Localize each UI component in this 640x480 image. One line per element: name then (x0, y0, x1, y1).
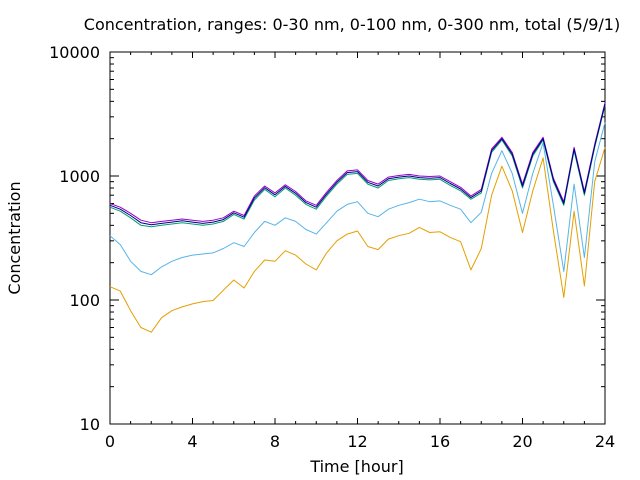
series-line-2 (109, 122, 606, 276)
axis-ticks (109, 51, 606, 425)
y-tick-label: 100 (69, 291, 100, 310)
series-line-5 (109, 103, 606, 226)
x-tick-label: 12 (347, 432, 367, 451)
chart-title: Concentration, ranges: 0-30 nm, 0-100 nm… (84, 15, 620, 34)
y-axis-label: Concentration (5, 181, 24, 294)
y-tick-label: 1000 (59, 167, 100, 186)
plot-area (109, 51, 606, 425)
series-line-4 (109, 102, 606, 224)
axis-tick-labels: 0 4 8 12 16 20 24 10 100 1000 10000 (49, 43, 615, 451)
series-line-1 (109, 147, 606, 333)
series-line-3 (109, 105, 606, 228)
y-tick-label: 10000 (49, 43, 100, 62)
y-tick-label: 10 (80, 415, 100, 434)
series-lines (109, 102, 606, 333)
x-tick-label: 20 (512, 432, 532, 451)
x-tick-label: 8 (270, 432, 280, 451)
x-tick-label: 4 (187, 432, 197, 451)
x-axis-label: Time [hour] (309, 457, 403, 476)
x-tick-label: 24 (595, 432, 615, 451)
x-tick-label: 0 (105, 432, 115, 451)
x-tick-label: 16 (430, 432, 450, 451)
